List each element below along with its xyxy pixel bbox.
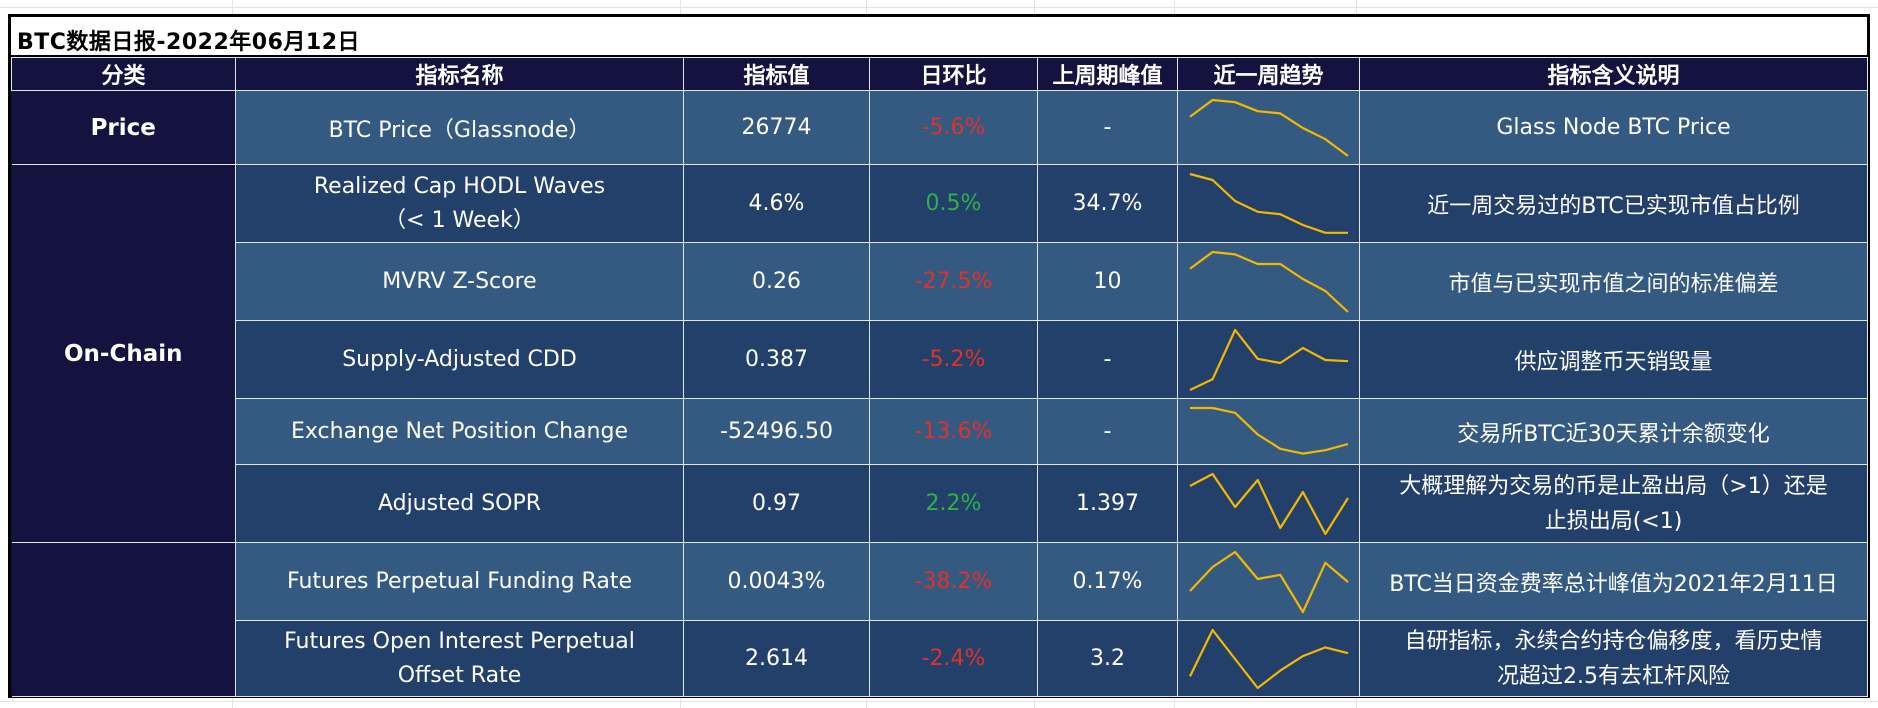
metric-value[interactable]: 0.26 bbox=[683, 242, 870, 321]
table-row: Exchange Net Position Change -52496.50 -… bbox=[12, 398, 1868, 465]
table-row: Futures Perpetual Funding Rate 0.0043% -… bbox=[11, 542, 1868, 697]
header-weekly-trend[interactable]: 近一周趋势 bbox=[1177, 57, 1360, 91]
sparkline-path bbox=[1190, 406, 1349, 455]
trend-sparkline[interactable] bbox=[1177, 164, 1360, 243]
header-metric-value[interactable]: 指标值 bbox=[683, 57, 870, 91]
trend-sparkline[interactable] bbox=[1177, 320, 1360, 399]
last-peak[interactable]: - bbox=[1037, 398, 1178, 465]
metric-value[interactable]: 2.614 bbox=[683, 620, 870, 697]
sparkline-path bbox=[1189, 250, 1349, 313]
table-row: Futures Open Interest Perpetual Offset R… bbox=[12, 620, 1868, 697]
trend-sparkline[interactable] bbox=[1177, 620, 1360, 697]
metric-name[interactable]: MVRV Z-Score bbox=[235, 242, 684, 321]
sparkline-path bbox=[1189, 172, 1348, 234]
description-line: 自研指标，永续合约持仓偏移度，看历史情 bbox=[1404, 628, 1823, 654]
metric-value[interactable]: 4.6% bbox=[683, 164, 870, 243]
table-row: Adjusted SOPR 0.97 2.2% 1.397 大概理解为交易的币是… bbox=[12, 464, 1868, 543]
last-peak[interactable]: 10 bbox=[1037, 242, 1178, 321]
metric-name[interactable]: Realized Cap HODL Waves （< 1 Week） bbox=[235, 164, 684, 243]
trend-sparkline[interactable] bbox=[1177, 542, 1360, 621]
metric-name[interactable]: Supply-Adjusted CDD bbox=[235, 320, 684, 399]
metric-value[interactable]: 26774 bbox=[683, 90, 870, 165]
header-category[interactable]: 分类 bbox=[11, 57, 236, 91]
metric-name-line: Futures Open Interest Perpetual bbox=[284, 628, 635, 654]
table-row: On-Chain Realized Cap HODL Waves （< 1 We… bbox=[11, 164, 1868, 543]
metric-description[interactable]: Glass Node BTC Price bbox=[1359, 90, 1868, 165]
sparkline-path bbox=[1189, 328, 1349, 391]
metric-description[interactable]: 自研指标，永续合约持仓偏移度，看历史情 况超过2.5有去杠杆风险 bbox=[1359, 620, 1868, 697]
table-row: Supply-Adjusted CDD 0.387 -5.2% - 供应调整币天… bbox=[12, 320, 1868, 399]
last-peak[interactable]: 3.2 bbox=[1037, 620, 1178, 697]
metric-description[interactable]: 大概理解为交易的币是止盈出局（>1）还是 止损出局(<1) bbox=[1359, 464, 1868, 543]
sparkline-path bbox=[1189, 550, 1349, 613]
header-description[interactable]: 指标含义说明 bbox=[1359, 57, 1868, 91]
sparkline-chart bbox=[1189, 472, 1349, 535]
metric-value[interactable]: 0.387 bbox=[683, 320, 870, 399]
metric-name-line: Offset Rate bbox=[397, 662, 522, 688]
last-peak[interactable]: 34.7% bbox=[1037, 164, 1178, 243]
last-peak[interactable]: - bbox=[1037, 90, 1178, 165]
description-line: 况超过2.5有去杠杆风险 bbox=[1497, 663, 1730, 689]
metric-name[interactable]: Adjusted SOPR bbox=[235, 464, 684, 543]
daily-change[interactable]: -13.6% bbox=[869, 398, 1038, 465]
sparkline-chart bbox=[1189, 328, 1349, 391]
report-title: BTC数据日报-2022年06月12日 bbox=[17, 30, 361, 55]
header-daily-change[interactable]: 日环比 bbox=[869, 57, 1038, 91]
description-line: 止损出局(<1) bbox=[1544, 508, 1683, 534]
table-row: Price BTC Price（Glassnode） 26774 -5.6% -… bbox=[11, 90, 1868, 165]
trend-sparkline[interactable] bbox=[1177, 464, 1360, 543]
metric-name[interactable]: Futures Perpetual Funding Rate bbox=[235, 542, 684, 621]
sparkline-chart bbox=[1189, 628, 1349, 689]
header-metric-name[interactable]: 指标名称 bbox=[235, 57, 684, 91]
metric-value[interactable]: 0.0043% bbox=[683, 542, 870, 621]
last-peak[interactable]: 1.397 bbox=[1037, 464, 1178, 543]
metric-description[interactable]: 供应调整币天销毁量 bbox=[1359, 320, 1868, 399]
daily-change[interactable]: 2.2% bbox=[869, 464, 1038, 543]
daily-change[interactable]: -5.2% bbox=[869, 320, 1038, 399]
metric-value[interactable]: -52496.50 bbox=[683, 398, 870, 465]
metric-description[interactable]: 近一周交易过的BTC已实现市值占比例 bbox=[1359, 164, 1868, 243]
report-title-cell[interactable]: BTC数据日报-2022年06月12日 bbox=[11, 17, 1867, 57]
daily-change[interactable]: 0.5% bbox=[869, 164, 1038, 243]
table-row: MVRV Z-Score 0.26 -27.5% 10 市值与已实现市值之间的标… bbox=[12, 242, 1868, 321]
metric-description[interactable]: 市值与已实现市值之间的标准偏差 bbox=[1359, 242, 1868, 321]
trend-sparkline[interactable] bbox=[1177, 242, 1360, 321]
sparkline-chart bbox=[1189, 98, 1349, 157]
description-line: 大概理解为交易的币是止盈出局（>1）还是 bbox=[1399, 473, 1828, 499]
sparkline-chart bbox=[1189, 172, 1348, 234]
metric-value[interactable]: 0.97 bbox=[683, 464, 870, 543]
header-row: 分类 指标名称 指标值 日环比 上周期峰值 近一周趋势 指标含义说明 bbox=[11, 57, 1868, 91]
metrics-table: 分类 指标名称 指标值 日环比 上周期峰值 近一周趋势 指标含义说明 Price… bbox=[11, 57, 1868, 697]
category-derivatives[interactable] bbox=[11, 542, 236, 697]
metric-name[interactable]: BTC Price（Glassnode） bbox=[235, 90, 684, 165]
sparkline-chart bbox=[1190, 406, 1349, 455]
metric-description[interactable]: BTC当日资金费率总计峰值为2021年2月11日 bbox=[1359, 542, 1868, 621]
category-on-chain[interactable]: On-Chain bbox=[11, 164, 236, 543]
trend-sparkline[interactable] bbox=[1177, 90, 1360, 165]
metric-description[interactable]: 交易所BTC近30天累计余额变化 bbox=[1359, 398, 1868, 465]
category-price[interactable]: Price bbox=[11, 90, 236, 165]
trend-sparkline[interactable] bbox=[1177, 398, 1360, 465]
report-table-frame: BTC数据日报-2022年06月12日 分类 指标名称 指标值 日环比 上周期峰… bbox=[8, 14, 1870, 698]
metric-name[interactable]: Futures Open Interest Perpetual Offset R… bbox=[235, 620, 684, 697]
last-peak[interactable]: - bbox=[1037, 320, 1178, 399]
sparkline-path bbox=[1189, 628, 1349, 689]
metric-name[interactable]: Exchange Net Position Change bbox=[235, 398, 684, 465]
sparkline-path bbox=[1189, 98, 1349, 157]
daily-change[interactable]: -2.4% bbox=[869, 620, 1038, 697]
sparkline-chart bbox=[1189, 250, 1349, 313]
header-last-peak[interactable]: 上周期峰值 bbox=[1037, 57, 1178, 91]
daily-change[interactable]: -38.2% bbox=[869, 542, 1038, 621]
last-peak[interactable]: 0.17% bbox=[1037, 542, 1178, 621]
metric-name-line: （< 1 Week） bbox=[384, 207, 535, 233]
daily-change[interactable]: -27.5% bbox=[869, 242, 1038, 321]
sparkline-path bbox=[1189, 472, 1349, 535]
daily-change[interactable]: -5.6% bbox=[869, 90, 1038, 165]
metric-name-line: Realized Cap HODL Waves bbox=[313, 173, 606, 199]
sparkline-chart bbox=[1189, 550, 1349, 613]
